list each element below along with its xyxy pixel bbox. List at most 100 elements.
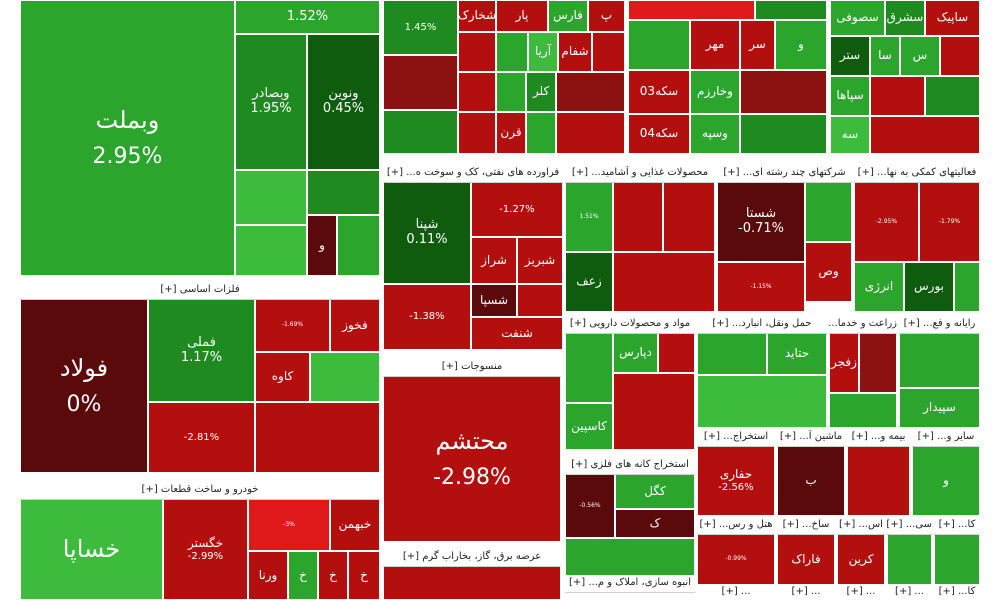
stock-tile[interactable]: ونوین 0.45% xyxy=(307,34,380,170)
stock-tile[interactable] xyxy=(592,32,625,72)
stock-tile[interactable]: دپارس xyxy=(613,333,658,373)
sector-header[interactable]: عرضه برق، گاز، بخاراب گرم [+] xyxy=(383,550,561,567)
stock-tile[interactable]: سپاها xyxy=(830,76,870,116)
stock-tile[interactable] xyxy=(496,72,526,112)
sector-header[interactable]: بیمه و... [+] xyxy=(847,430,910,447)
stock-tile[interactable]: وص xyxy=(805,242,852,302)
sector-header[interactable]: ... [+] xyxy=(777,585,835,600)
stock-tile[interactable] xyxy=(310,352,380,402)
stock-tile[interactable] xyxy=(805,182,852,242)
stock-tile[interactable] xyxy=(899,333,980,388)
stock-tile[interactable]: خبهمن xyxy=(330,499,380,551)
stock-tile[interactable]: فولاد 0% xyxy=(20,299,148,473)
stock-tile[interactable]: -1.15% xyxy=(717,262,805,312)
stock-tile[interactable]: سکه04 xyxy=(628,114,690,154)
sector-header[interactable]: فلزات اساسی [+] xyxy=(20,283,380,300)
stock-tile[interactable]: و xyxy=(912,446,980,516)
stock-tile[interactable] xyxy=(556,112,625,154)
stock-tile[interactable]: شپنا 0.11% xyxy=(383,182,471,284)
sector-header[interactable]: استخراج... [+] xyxy=(697,430,775,447)
stock-tile[interactable] xyxy=(934,534,980,585)
stock-tile[interactable]: حتاید xyxy=(767,333,827,375)
stock-tile[interactable]: خساپا xyxy=(20,499,163,600)
sector-header[interactable]: فراورده های نفتی، کک و سوخت ه... [+] xyxy=(383,166,563,183)
stock-tile[interactable]: ک xyxy=(615,509,695,538)
stock-tile[interactable] xyxy=(870,116,980,154)
stock-tile[interactable]: شسپا xyxy=(471,284,517,317)
stock-tile[interactable]: سپیدار xyxy=(899,388,980,428)
stock-tile[interactable]: حفاری -2.56% xyxy=(697,446,775,516)
stock-tile[interactable] xyxy=(458,72,496,112)
stock-tile[interactable]: -3% xyxy=(248,499,330,551)
stock-tile[interactable] xyxy=(829,393,897,428)
stock-tile[interactable] xyxy=(887,534,932,585)
stock-tile[interactable]: وسپه xyxy=(690,114,740,154)
sector-header[interactable]: سایر و... [+] xyxy=(912,430,980,447)
stock-tile[interactable]: بورس xyxy=(904,262,954,312)
stock-tile[interactable] xyxy=(235,170,307,225)
stock-tile[interactable]: محتشم -2.98% xyxy=(383,376,561,542)
stock-tile[interactable] xyxy=(517,284,563,317)
stock-tile[interactable]: کگل xyxy=(615,474,695,509)
stock-tile[interactable] xyxy=(307,170,380,215)
stock-tile[interactable] xyxy=(458,32,496,72)
sector-header[interactable]: ... [+] xyxy=(697,585,775,600)
stock-tile[interactable]: پار xyxy=(496,0,548,32)
stock-tile[interactable]: ب xyxy=(777,446,845,516)
sector-header[interactable]: منسوجات [+] xyxy=(383,360,561,377)
stock-tile[interactable] xyxy=(458,112,496,154)
sector-header[interactable]: استخراج کانه های فلزی [+] xyxy=(565,458,695,475)
stock-tile[interactable]: سشرق xyxy=(885,0,925,36)
stock-tile[interactable]: سر xyxy=(740,20,775,70)
stock-tile[interactable] xyxy=(526,112,556,154)
stock-tile[interactable]: خگستر -2.99% xyxy=(163,499,248,600)
stock-tile[interactable] xyxy=(565,333,613,403)
stock-tile[interactable]: ورنا xyxy=(248,551,288,600)
stock-tile[interactable]: کلر xyxy=(526,72,556,112)
stock-tile[interactable] xyxy=(740,70,827,114)
stock-tile[interactable]: -1.79% xyxy=(919,182,980,262)
stock-tile[interactable] xyxy=(496,32,528,72)
stock-tile[interactable]: فاراک xyxy=(777,534,835,585)
stock-tile[interactable] xyxy=(925,76,980,116)
stock-tile[interactable]: -1.38% xyxy=(383,284,471,350)
sector-header[interactable]: کا... [+] xyxy=(934,518,980,535)
sector-header[interactable]: فعالیتهای کمکی به نها... [+] xyxy=(854,166,980,183)
stock-tile[interactable]: -0.99% xyxy=(697,534,775,585)
sector-header[interactable]: زراعت و خدما... [+] xyxy=(829,317,897,334)
stock-tile[interactable]: -1.69% xyxy=(255,299,330,352)
stock-tile[interactable]: شراز xyxy=(471,237,517,284)
stock-tile[interactable] xyxy=(383,110,458,154)
stock-tile[interactable] xyxy=(613,252,715,312)
stock-tile[interactable] xyxy=(740,114,827,154)
sector-header[interactable]: کا... [+] xyxy=(934,585,980,600)
stock-tile[interactable]: فملی 1.17% xyxy=(148,299,255,402)
stock-tile[interactable] xyxy=(755,0,827,20)
stock-tile[interactable] xyxy=(628,0,755,20)
stock-tile[interactable]: خ xyxy=(318,551,348,600)
stock-tile[interactable]: فخوز xyxy=(330,299,380,352)
stock-tile[interactable]: کاوه xyxy=(255,352,310,402)
stock-tile[interactable]: وبصادر 1.95% xyxy=(235,34,307,170)
sector-header[interactable]: ... [+] xyxy=(837,585,885,600)
stock-tile[interactable] xyxy=(859,333,897,393)
stock-tile[interactable]: مهر xyxy=(690,20,740,70)
stock-tile[interactable] xyxy=(255,402,380,473)
stock-tile[interactable]: و xyxy=(775,20,827,70)
stock-tile[interactable]: ستر xyxy=(830,36,870,76)
stock-tile[interactable] xyxy=(383,566,561,600)
sector-header[interactable]: ماشین آ... [+] xyxy=(777,430,845,447)
stock-tile[interactable] xyxy=(613,182,663,252)
sector-header[interactable]: هتل و رس... [+] xyxy=(697,518,775,535)
stock-tile[interactable] xyxy=(697,333,767,375)
stock-tile[interactable]: و xyxy=(307,215,337,276)
stock-tile[interactable]: -2.95% xyxy=(854,182,919,262)
stock-tile[interactable] xyxy=(613,373,695,450)
sector-header[interactable]: ساخ... [+] xyxy=(777,518,835,535)
stock-tile[interactable]: خ xyxy=(288,551,318,600)
stock-tile[interactable]: شنفت xyxy=(471,317,563,350)
stock-tile[interactable]: شستا -0.71% xyxy=(717,182,805,262)
stock-tile[interactable]: سصوفی xyxy=(830,0,885,36)
stock-tile[interactable] xyxy=(697,375,827,428)
stock-tile[interactable] xyxy=(235,225,307,276)
